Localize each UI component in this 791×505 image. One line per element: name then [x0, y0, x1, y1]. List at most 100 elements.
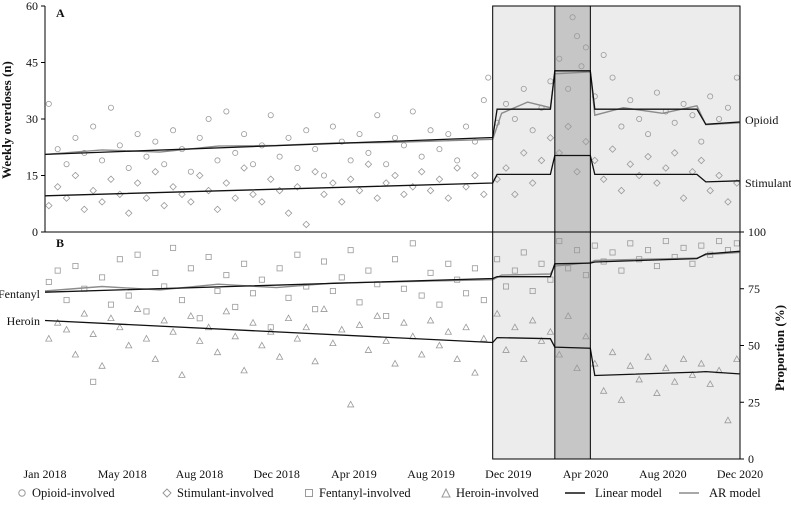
heroin-point: [258, 341, 266, 349]
fentanyl-point: [45, 278, 52, 285]
fentanyl-point: [356, 299, 363, 306]
stimulant-point: [706, 186, 714, 195]
stimulant-point: [679, 194, 688, 202]
stimulant-point: [382, 179, 390, 187]
heroin-point: [329, 339, 337, 347]
fentanyl-point: [143, 308, 150, 315]
heroin-point: [706, 380, 714, 387]
stimulant-point: [178, 190, 186, 199]
heroin-point: [670, 377, 679, 385]
opioid-ar-model-line: [44, 71, 740, 156]
heroin-point: [417, 350, 426, 358]
fentanyl-point: [436, 301, 443, 308]
x-tick-label: Aug 2020: [639, 467, 687, 481]
fentanyl-point: [427, 269, 434, 276]
left-y-axis-title: Weekly overdoses (n): [0, 61, 14, 179]
opioid-point: [671, 119, 678, 126]
stimulant-point: [697, 156, 706, 165]
stimulant-point: [733, 179, 741, 187]
fentanyl-point: [716, 238, 723, 245]
fentanyl-point: [72, 263, 79, 270]
opioid-point: [205, 116, 212, 123]
fentanyl-point: [609, 249, 616, 256]
fentanyl-point: [529, 288, 536, 295]
fentanyl-point: [409, 240, 416, 247]
fentanyl-point: [680, 244, 687, 251]
heroin-point: [45, 334, 53, 342]
heroin-point: [697, 359, 706, 367]
legend: Opioid-involved Stimulant-involved Fentany…: [18, 486, 761, 500]
fentanyl-point: [232, 303, 239, 310]
stimulant-point: [599, 175, 608, 184]
heroin-point: [355, 321, 364, 328]
opioid-point: [485, 74, 492, 81]
panel-a-label: A: [56, 6, 65, 20]
stimulant-point: [98, 198, 106, 206]
stimulant-point: [284, 209, 293, 217]
axis-ticks: 0 15 30 45 60 0 25 50 75 100 Jan 2018 May 2018 Aug 2…: [24, 0, 767, 481]
stimulant-point: [502, 164, 510, 172]
stimulant-point: [617, 186, 626, 195]
heroin-point: [528, 316, 537, 324]
fentanyl-point: [205, 253, 212, 260]
stimulant-point: [528, 179, 537, 187]
opioid-point: [285, 134, 292, 141]
stimulant-point: [608, 145, 617, 153]
right-y-tick-label: 25: [748, 395, 760, 409]
opioid-point: [63, 161, 70, 168]
fentanyl-point: [556, 238, 563, 245]
series-label-opioid: Opioid: [745, 113, 778, 127]
legend-label: Heroin-involved: [456, 486, 539, 500]
fentanyl-point: [249, 290, 256, 297]
x-tick-label: Dec 2020: [717, 467, 763, 481]
fentanyl-point: [418, 292, 425, 299]
stimulant-point: [187, 198, 195, 206]
opioid-point: [223, 108, 230, 115]
opioid-point: [574, 33, 581, 40]
fentanyl-ar-model-line: [44, 251, 740, 292]
heroin-point: [116, 323, 124, 331]
x-tick-label: Dec 2018: [254, 467, 300, 481]
opioid-point: [267, 112, 274, 119]
heroin-point: [382, 336, 390, 344]
heroin-point: [124, 341, 133, 349]
heroin-point: [80, 309, 89, 317]
opioid-point: [45, 100, 52, 107]
fentanyl-point: [445, 260, 452, 267]
left-y-tick-label: 45: [26, 56, 38, 70]
fentanyl-point: [276, 265, 283, 272]
heroin-point: [107, 314, 115, 322]
opioid-point: [600, 51, 607, 58]
stimulant-point: [293, 183, 302, 191]
stimulant-point: [302, 220, 311, 229]
opioid-point: [618, 123, 625, 130]
stimulant-point: [653, 179, 661, 187]
stimulant-point: [355, 186, 364, 195]
fentanyl-point: [733, 240, 740, 247]
stimulant-point: [275, 186, 284, 195]
heroin-point: [626, 361, 635, 369]
stimulant-point: [391, 171, 399, 180]
heroin-point: [337, 325, 346, 333]
opioid-point: [170, 127, 177, 134]
x-tick-label: Apr 2019: [331, 467, 377, 481]
opioid-point: [578, 63, 585, 70]
fentanyl-point: [653, 263, 660, 270]
heroin-point: [187, 311, 195, 319]
fentanyl-point: [471, 265, 478, 272]
fentanyl-point: [511, 267, 518, 274]
stimulant-point: [537, 156, 546, 165]
series-label-heroin: Heroin: [7, 314, 40, 328]
heroin-point: [213, 348, 222, 356]
opioid-point: [90, 123, 97, 130]
stimulant-point: [582, 137, 590, 146]
right-y-tick-label: 75: [748, 282, 760, 296]
heroin-point: [204, 323, 213, 331]
series-label-fentanyl: Fentanyl: [0, 287, 41, 301]
stimulant-point: [471, 171, 479, 180]
opioid-point: [143, 153, 150, 160]
stimulant-point: [53, 183, 62, 191]
fentanyl-point: [134, 251, 141, 258]
fentanyl-point: [54, 267, 61, 274]
heroin-point: [373, 311, 382, 319]
